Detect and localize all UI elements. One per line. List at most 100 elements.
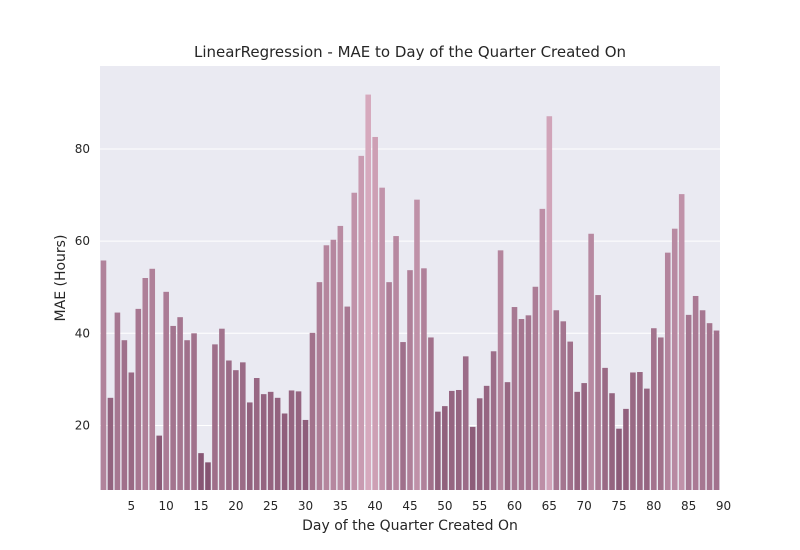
bar-day-11 (170, 325, 176, 490)
x-tick-label: 5 (128, 499, 136, 513)
bar-day-36 (344, 306, 351, 490)
y-axis-label: MAE (Hours) (53, 235, 69, 322)
bar-day-23 (253, 378, 260, 490)
bar-day-76 (623, 408, 629, 490)
bar-day-17 (212, 344, 218, 490)
bar-day-33 (323, 245, 330, 490)
bar-day-56 (483, 385, 490, 490)
bar-day-41 (379, 187, 385, 491)
bar-day-46 (414, 199, 420, 491)
x-tick-label: 65 (542, 499, 557, 513)
bar-day-3 (114, 312, 121, 490)
bar-day-61 (518, 319, 525, 490)
bar-day-32 (316, 282, 323, 490)
bar-day-67 (560, 321, 567, 490)
bar-day-69 (574, 391, 580, 490)
bar-day-86 (692, 295, 699, 490)
bar-day-40 (372, 136, 378, 490)
bar-day-14 (191, 333, 197, 490)
bar-day-27 (281, 413, 288, 490)
x-tick-label: 10 (159, 499, 174, 513)
bar-day-58 (497, 250, 504, 490)
bar-day-49 (435, 411, 441, 490)
bar-day-1 (100, 260, 107, 490)
bar-day-4 (121, 340, 128, 490)
bar-day-74 (609, 393, 615, 490)
bar-day-68 (567, 341, 574, 490)
y-tick-label: 40 (75, 326, 90, 340)
bar-day-35 (337, 225, 344, 490)
x-tick-label: 75 (611, 499, 626, 513)
x-tick-label: 55 (472, 499, 487, 513)
x-tick-label: 15 (193, 499, 208, 513)
bar-day-54 (469, 426, 476, 490)
bar-day-84 (678, 194, 685, 490)
bar-day-6 (135, 308, 142, 490)
bar-day-65 (546, 116, 553, 491)
bar-day-53 (462, 356, 469, 490)
x-tick-label: 60 (507, 499, 522, 513)
bar-day-87 (699, 310, 706, 490)
bar-day-47 (421, 268, 427, 490)
bar-day-63 (532, 286, 539, 490)
x-tick-label: 85 (681, 499, 696, 513)
bar-day-22 (246, 402, 253, 490)
bar-day-64 (539, 208, 546, 490)
bar-day-85 (685, 314, 692, 490)
bar-day-42 (386, 282, 392, 490)
bar-day-26 (274, 397, 281, 490)
x-tick-label: 80 (646, 499, 661, 513)
bar-day-66 (553, 310, 560, 490)
x-tick-label: 50 (437, 499, 452, 513)
bar-day-25 (267, 391, 274, 490)
bar-day-89 (713, 330, 720, 490)
bar-day-8 (149, 268, 156, 490)
bar-day-2 (107, 397, 114, 490)
bar-day-55 (476, 398, 483, 490)
bar-day-10 (163, 291, 169, 490)
bar-day-78 (637, 372, 643, 490)
bar-day-12 (177, 317, 183, 490)
bar-day-31 (309, 332, 316, 490)
bar-day-16 (205, 462, 211, 490)
bar-day-5 (128, 372, 135, 490)
bar-day-13 (184, 340, 190, 490)
bar-day-77 (630, 372, 636, 490)
bar-day-62 (525, 315, 532, 490)
bar-day-9 (156, 435, 162, 490)
y-tick-label: 80 (75, 142, 90, 156)
x-tick-label: 70 (577, 499, 592, 513)
x-axis-ticks: 5 10 15 20 25 30 35 40 45 50 55 60 65 70 75 80 85 90 (128, 499, 732, 513)
bar-day-38 (358, 155, 365, 490)
x-tick-label: 40 (368, 499, 383, 513)
bar-day-59 (504, 382, 511, 490)
bar-day-21 (240, 362, 246, 490)
bar-day-82 (664, 252, 671, 490)
bar-day-81 (658, 337, 664, 490)
bar-day-71 (588, 233, 594, 490)
bar-day-39 (365, 94, 371, 490)
bar-day-48 (428, 337, 434, 490)
y-axis-ticks: 20 40 60 80 (75, 142, 90, 433)
bar-day-60 (511, 307, 518, 490)
bar-day-72 (595, 295, 601, 490)
x-tick-label: 35 (333, 499, 348, 513)
bar-day-44 (400, 342, 406, 490)
bar-day-24 (260, 394, 267, 490)
bar-day-18 (219, 328, 225, 490)
bars (100, 94, 720, 491)
bar-day-79 (644, 388, 650, 490)
bar-day-88 (706, 323, 713, 490)
x-tick-label: 20 (228, 499, 243, 513)
x-tick-label: 30 (298, 499, 313, 513)
x-axis-label: Day of the Quarter Created On (302, 518, 518, 534)
bar-day-28 (288, 390, 295, 490)
bar-day-30 (302, 419, 309, 490)
bar-day-34 (330, 239, 337, 490)
bar-day-50 (442, 406, 448, 490)
bar-day-52 (455, 389, 462, 490)
bar-day-57 (490, 351, 497, 490)
chart-title: LinearRegression - MAE to Day of the Qua… (194, 43, 626, 61)
bar-day-20 (233, 370, 239, 490)
